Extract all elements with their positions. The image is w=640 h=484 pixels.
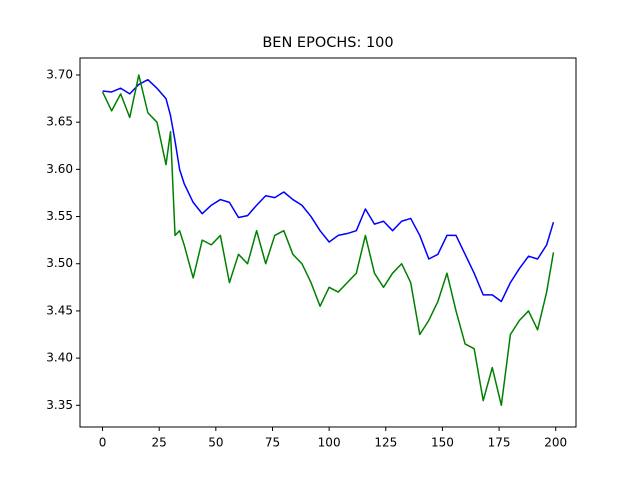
y-tick-label: 3.60 — [46, 162, 73, 176]
x-tick-label: 0 — [99, 436, 107, 450]
x-tick-label: 25 — [152, 436, 167, 450]
x-tick-label: 200 — [544, 436, 567, 450]
x-tick-label: 150 — [431, 436, 454, 450]
x-tick-label: 75 — [265, 436, 280, 450]
x-tick-label: 175 — [488, 436, 511, 450]
series-line — [102, 78, 555, 303]
x-tick-label: 100 — [318, 436, 341, 450]
plot-frame — [79, 57, 577, 428]
y-tick-label: 3.45 — [46, 303, 73, 317]
y-tick-label: 3.35 — [46, 398, 73, 412]
chart-title: BEN EPOCHS: 100 — [262, 35, 393, 51]
y-tick-label: 3.40 — [46, 351, 73, 365]
y-tick-label: 3.65 — [46, 115, 73, 129]
x-tick-label: 125 — [374, 436, 397, 450]
x-tick-label: 50 — [208, 436, 223, 450]
y-tick-label: 3.50 — [46, 256, 73, 270]
y-tick-label: 3.70 — [46, 67, 73, 81]
series-line — [101, 74, 555, 407]
y-tick-label: 3.55 — [46, 209, 73, 223]
